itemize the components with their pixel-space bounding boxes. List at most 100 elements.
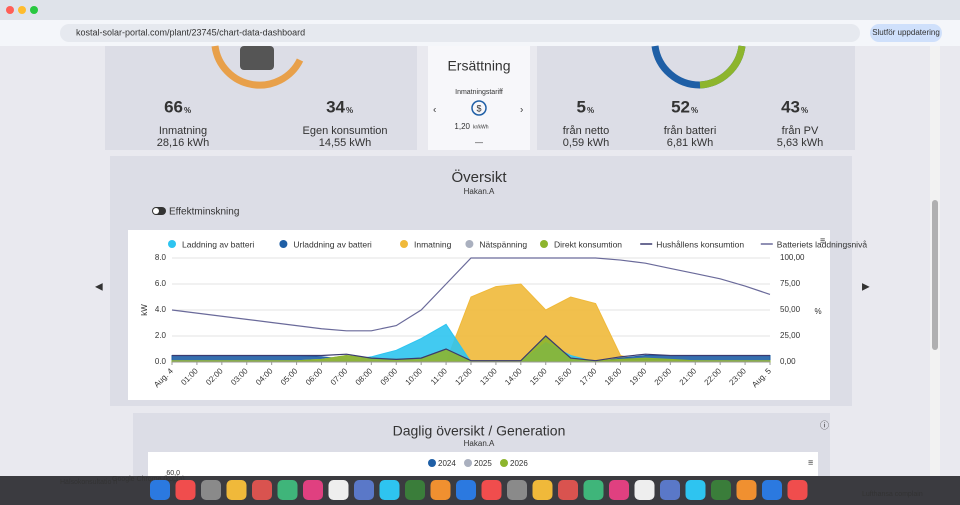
stat-energy: 28,16 kWh xyxy=(157,137,210,149)
dock-icon xyxy=(379,480,400,500)
dock-icon xyxy=(150,480,170,500)
dock-left: Hälsokonsultatio n xyxy=(60,479,117,486)
dock-icon xyxy=(558,480,578,500)
dock-icon xyxy=(175,480,196,500)
stat-energy: 6,81 kWh xyxy=(667,137,713,149)
daily-title: Daglig översikt / Generation xyxy=(393,423,566,439)
info-icon[interactable]: ⓘ xyxy=(820,420,829,430)
dock-icon xyxy=(711,480,731,500)
daily-legend-swatch xyxy=(464,459,472,467)
stat-value: 5 xyxy=(577,97,586,116)
donut-left xyxy=(211,45,304,89)
carousel-next[interactable]: ▶ xyxy=(862,282,870,293)
daily-legend-swatch xyxy=(428,459,436,467)
dock-icon xyxy=(787,480,808,500)
dock-chrome: Google Chrome (kopia) xyxy=(112,476,185,483)
legend-label: Hushållens konsumtion xyxy=(656,239,744,249)
stat-label: Egen konsumtion xyxy=(303,125,388,137)
dock-right: Lufthansa complain xyxy=(862,491,923,498)
dock-icon xyxy=(736,480,757,500)
dock-icon xyxy=(303,480,323,500)
daily-subtitle: Hakan.A xyxy=(464,439,495,448)
stat-label: från netto xyxy=(563,125,609,137)
y-tick-label: 4.0 xyxy=(155,305,167,314)
stat-value: 34 xyxy=(326,97,345,116)
tab-bar xyxy=(0,0,960,20)
update-button[interactable] xyxy=(870,24,942,42)
stat-energy: 14,55 kWh xyxy=(319,137,372,149)
legend-swatch xyxy=(400,240,408,248)
dock-icon xyxy=(609,480,629,500)
daily-menu[interactable]: ≡ xyxy=(808,457,813,467)
legend-label: Urladdning av batteri xyxy=(293,239,372,249)
series-line xyxy=(171,257,771,332)
stat-unit: % xyxy=(587,106,594,115)
close-dot[interactable] xyxy=(6,6,14,14)
comp-dash: — xyxy=(475,138,483,147)
y2-tick-label: 75,00 xyxy=(780,279,801,288)
stat-value: 66 xyxy=(164,97,183,116)
legend-swatch xyxy=(168,240,176,248)
daily-panel xyxy=(148,452,818,476)
comp-rate: 1,20 xyxy=(454,122,470,131)
stat-label: från batteri xyxy=(664,125,717,137)
stat-unit: % xyxy=(801,106,808,115)
comp-sub: Inmatningstariff xyxy=(455,89,503,96)
daily-legend-label: 2025 xyxy=(474,459,492,468)
legend-swatch xyxy=(279,240,288,248)
stat-value: 43 xyxy=(781,97,800,116)
legend-label: Inmatning xyxy=(414,239,452,249)
y-tick-label: 8.0 xyxy=(155,253,167,262)
dock-icon xyxy=(226,480,247,500)
toggle-label: Effektminskning xyxy=(169,207,239,218)
max-dot[interactable] xyxy=(30,6,38,14)
stat-unit: % xyxy=(184,106,191,115)
legend-swatch xyxy=(540,240,548,248)
dock-icon xyxy=(354,480,374,500)
stat-energy: 5,63 kWh xyxy=(777,137,823,149)
legend-label: Direkt konsumtion xyxy=(554,239,622,249)
stat-label: från PV xyxy=(782,125,819,137)
prev-arrow[interactable]: ‹ xyxy=(433,105,436,116)
update-label: Slutför uppdatering xyxy=(872,28,940,37)
dock-icon xyxy=(456,480,476,500)
y2-tick-label: 50,00 xyxy=(780,305,801,314)
dock-icon xyxy=(277,480,298,500)
dock-icon xyxy=(481,480,502,500)
y-tick-label: 2.0 xyxy=(155,331,167,340)
dock-icon xyxy=(201,480,221,500)
series-line xyxy=(172,335,770,362)
scroll-thumb[interactable] xyxy=(932,200,938,350)
y-axis-label: kW xyxy=(140,304,149,316)
y2-axis-label: % xyxy=(814,307,821,316)
y2-tick-label: 0,00 xyxy=(780,357,796,366)
toggle-knob xyxy=(153,208,159,214)
dock-icon xyxy=(634,480,655,500)
carousel-prev[interactable]: ◀ xyxy=(95,282,103,293)
next-arrow[interactable]: › xyxy=(520,105,523,116)
min-dot[interactable] xyxy=(18,6,26,14)
daily-legend-label: 2024 xyxy=(438,459,456,468)
daily-first-tick: 60,0 xyxy=(166,470,180,477)
stat-energy: 0,59 kWh xyxy=(563,137,609,149)
dock-icon xyxy=(685,480,706,500)
dock-icon xyxy=(430,480,451,500)
chart-menu[interactable]: ≡ xyxy=(820,235,825,245)
dock-icon xyxy=(252,480,272,500)
comp-icon: $ xyxy=(476,103,481,113)
chart-title: Översikt xyxy=(451,168,507,186)
legend-label: Nätspänning xyxy=(479,239,527,249)
card-center xyxy=(428,46,530,150)
daily-legend-label: 2026 xyxy=(510,459,528,468)
y2-tick-label: 100,00 xyxy=(780,253,805,262)
dock-icon xyxy=(532,480,553,500)
url-field[interactable] xyxy=(60,24,860,42)
legend-label: Laddning av batteri xyxy=(182,239,254,249)
dock-icon xyxy=(583,480,604,500)
stat-label: Inmatning xyxy=(159,125,207,137)
dock-icon xyxy=(762,480,782,500)
comp-icon-ring xyxy=(471,100,487,116)
dock-icon xyxy=(507,480,527,500)
